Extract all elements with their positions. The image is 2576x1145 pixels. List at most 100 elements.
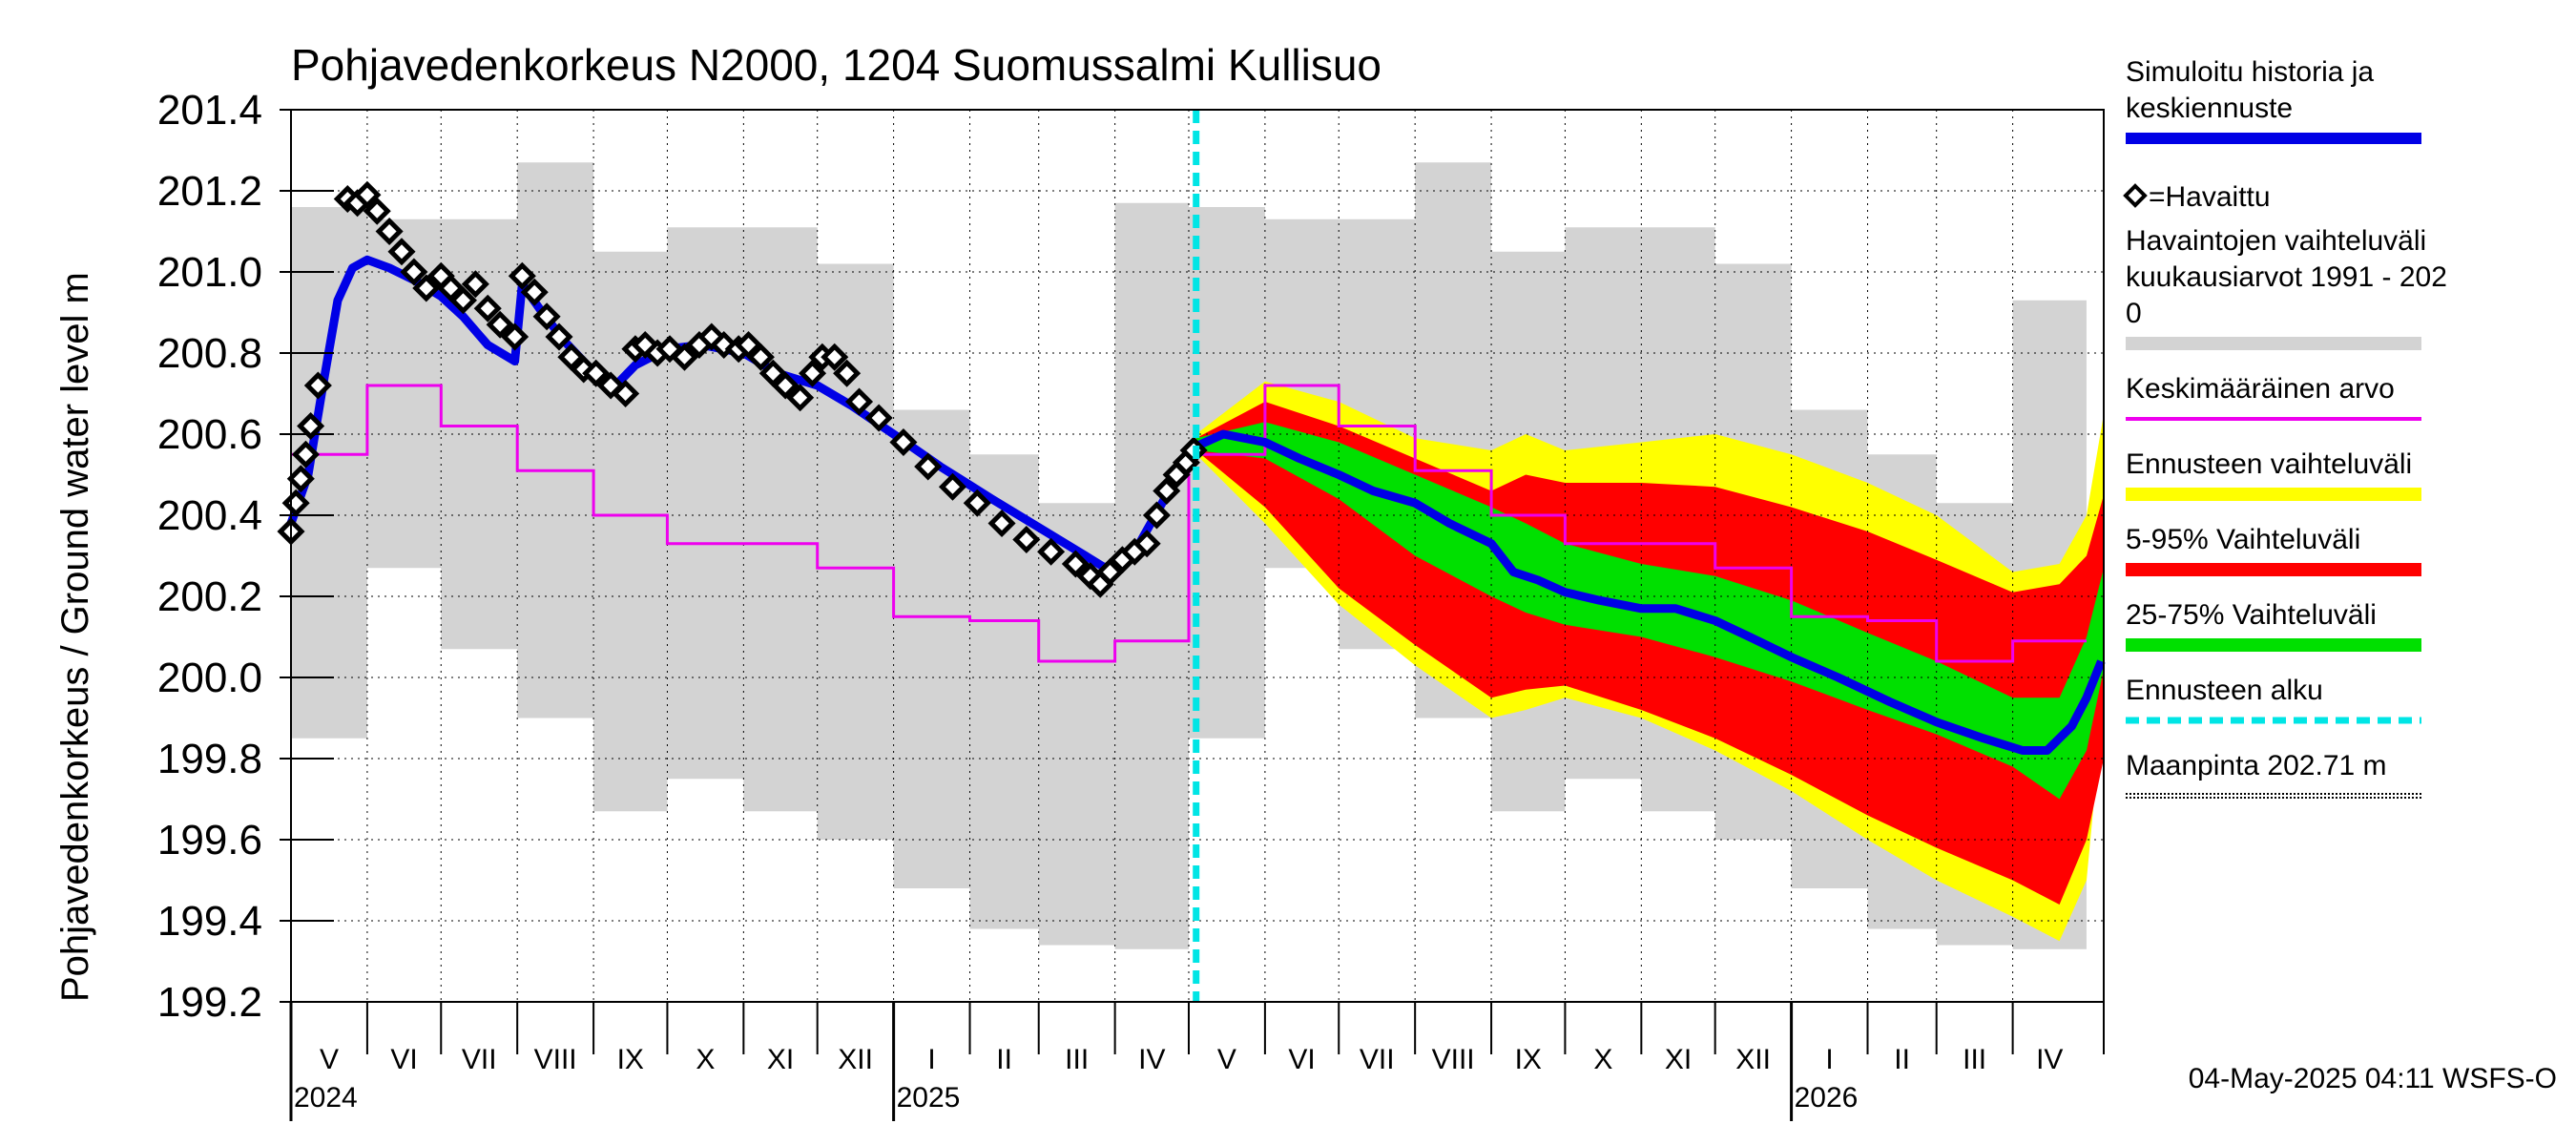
y-tick-label: 200.0 xyxy=(157,655,262,701)
legend-label: =Havaittu xyxy=(2149,181,2271,213)
monthly-range-bar xyxy=(593,251,668,812)
y-tick-label: 200.8 xyxy=(157,330,262,377)
month-label: XII xyxy=(838,1044,873,1075)
observed-point xyxy=(1037,537,1066,566)
footer-timestamp: 04-May-2025 04:11 WSFS-O xyxy=(2189,1063,2557,1094)
legend-label: Ennusteen alku xyxy=(2126,675,2323,706)
legend-label: Ennusteen vaihteluväli xyxy=(2126,448,2412,480)
month-label: XII xyxy=(1735,1044,1771,1075)
month-label: III xyxy=(1065,1044,1089,1075)
legend-label: keskiennuste xyxy=(2126,93,2293,124)
observed-point xyxy=(375,217,404,246)
month-label: VI xyxy=(1288,1044,1315,1075)
legend-label: Keskimääräinen arvo xyxy=(2126,373,2395,405)
observed-point xyxy=(291,440,321,468)
month-label: II xyxy=(1894,1044,1910,1075)
y-axis-label: Pohjavedenkorkeus / Ground water level m xyxy=(54,272,96,1002)
legend-label: 5-95% Vaihteluväli xyxy=(2126,524,2360,555)
monthly-range-bar xyxy=(1114,202,1189,949)
month-label: VIII xyxy=(1432,1044,1475,1075)
legend-swatch-band xyxy=(2126,488,2421,501)
observed-point xyxy=(758,359,787,387)
observed-point xyxy=(771,371,800,400)
month-label: VIII xyxy=(534,1044,577,1075)
month-label: IX xyxy=(1515,1044,1542,1075)
y-tick-label: 201.4 xyxy=(157,87,262,134)
observed-point xyxy=(1012,525,1041,554)
y-tick-label: 200.6 xyxy=(157,411,262,458)
legend: Simuloitu historia ja keskiennuste =Havait… xyxy=(2123,56,2447,799)
observed-point xyxy=(400,258,428,286)
observed-point xyxy=(532,302,561,331)
y-tick-label: 201.2 xyxy=(157,168,262,215)
observed-point xyxy=(821,343,849,371)
legend-swatch-band xyxy=(2126,337,2421,350)
month-label: XI xyxy=(1665,1044,1692,1075)
legend-label: 25-75% Vaihteluväli xyxy=(2126,599,2377,631)
monthly-range-bar xyxy=(743,227,818,812)
y-tick-label: 201.0 xyxy=(157,249,262,296)
month-label: VI xyxy=(390,1044,417,1075)
observed-point xyxy=(461,270,489,299)
observed-point xyxy=(799,359,827,387)
month-label: IV xyxy=(1138,1044,1165,1075)
observed-point xyxy=(746,343,775,371)
legend-swatch-band xyxy=(2126,638,2421,652)
observed-point xyxy=(1132,530,1161,558)
monthly-range-bar xyxy=(517,162,594,718)
observed-point xyxy=(437,274,466,302)
observed-point xyxy=(833,359,862,387)
observed-point xyxy=(501,323,530,351)
legend-swatch-mean xyxy=(2126,417,2421,421)
observed-point xyxy=(353,180,382,209)
plot-frame xyxy=(290,109,2105,1003)
legend-label: Maanpinta 202.71 m xyxy=(2126,750,2387,781)
y-tick-label: 199.4 xyxy=(157,898,262,945)
observed-point xyxy=(987,509,1016,538)
month-label: X xyxy=(1593,1044,1612,1075)
y-tick-label: 200.2 xyxy=(157,573,262,620)
plot-area xyxy=(277,109,2106,1003)
y-tick-label: 199.2 xyxy=(157,979,262,1026)
observed-point xyxy=(844,387,874,416)
observed-point xyxy=(864,404,893,432)
legend-observed-diamond xyxy=(2123,183,2148,208)
observed-point xyxy=(508,261,536,290)
observed-point xyxy=(387,238,416,266)
month-label: V xyxy=(320,1044,339,1075)
year-label: 2025 xyxy=(897,1082,961,1114)
observed-point xyxy=(786,384,815,412)
month-label: IX xyxy=(617,1044,644,1075)
observed-point xyxy=(1153,476,1181,506)
legend-swatch-simulated xyxy=(2126,133,2421,144)
y-tick-label: 200.4 xyxy=(157,492,262,539)
observed-point xyxy=(486,310,514,339)
observed-point xyxy=(286,465,315,493)
observed-point xyxy=(914,452,943,481)
year-label: 2024 xyxy=(294,1082,358,1114)
observed-point xyxy=(655,335,684,364)
monthly-range-bar xyxy=(667,227,744,780)
observed-point xyxy=(281,489,310,517)
observed-point xyxy=(582,359,611,387)
month-label: VII xyxy=(462,1044,497,1075)
observed-point xyxy=(1061,550,1090,578)
observed-point xyxy=(734,330,763,360)
observed-point xyxy=(889,427,918,457)
y-axis: 201.4 201.2 201.0 200.8 200.6 200.4 200.2 200.0… xyxy=(157,87,334,1026)
observed-point xyxy=(412,274,441,302)
observed-point xyxy=(297,411,325,441)
observed-point xyxy=(473,294,502,323)
observed-point xyxy=(363,197,391,225)
month-label: II xyxy=(996,1044,1012,1075)
observed-point xyxy=(448,286,477,315)
observed-point xyxy=(670,343,699,371)
year-label: 2026 xyxy=(1795,1082,1859,1114)
observed-point xyxy=(963,489,991,517)
legend-label: Simuloitu historia ja xyxy=(2126,56,2374,88)
observed-point xyxy=(1142,501,1171,530)
observed-point xyxy=(631,330,659,360)
month-label: V xyxy=(1217,1044,1236,1075)
month-label: IV xyxy=(2036,1044,2063,1075)
month-label: VII xyxy=(1360,1044,1395,1075)
